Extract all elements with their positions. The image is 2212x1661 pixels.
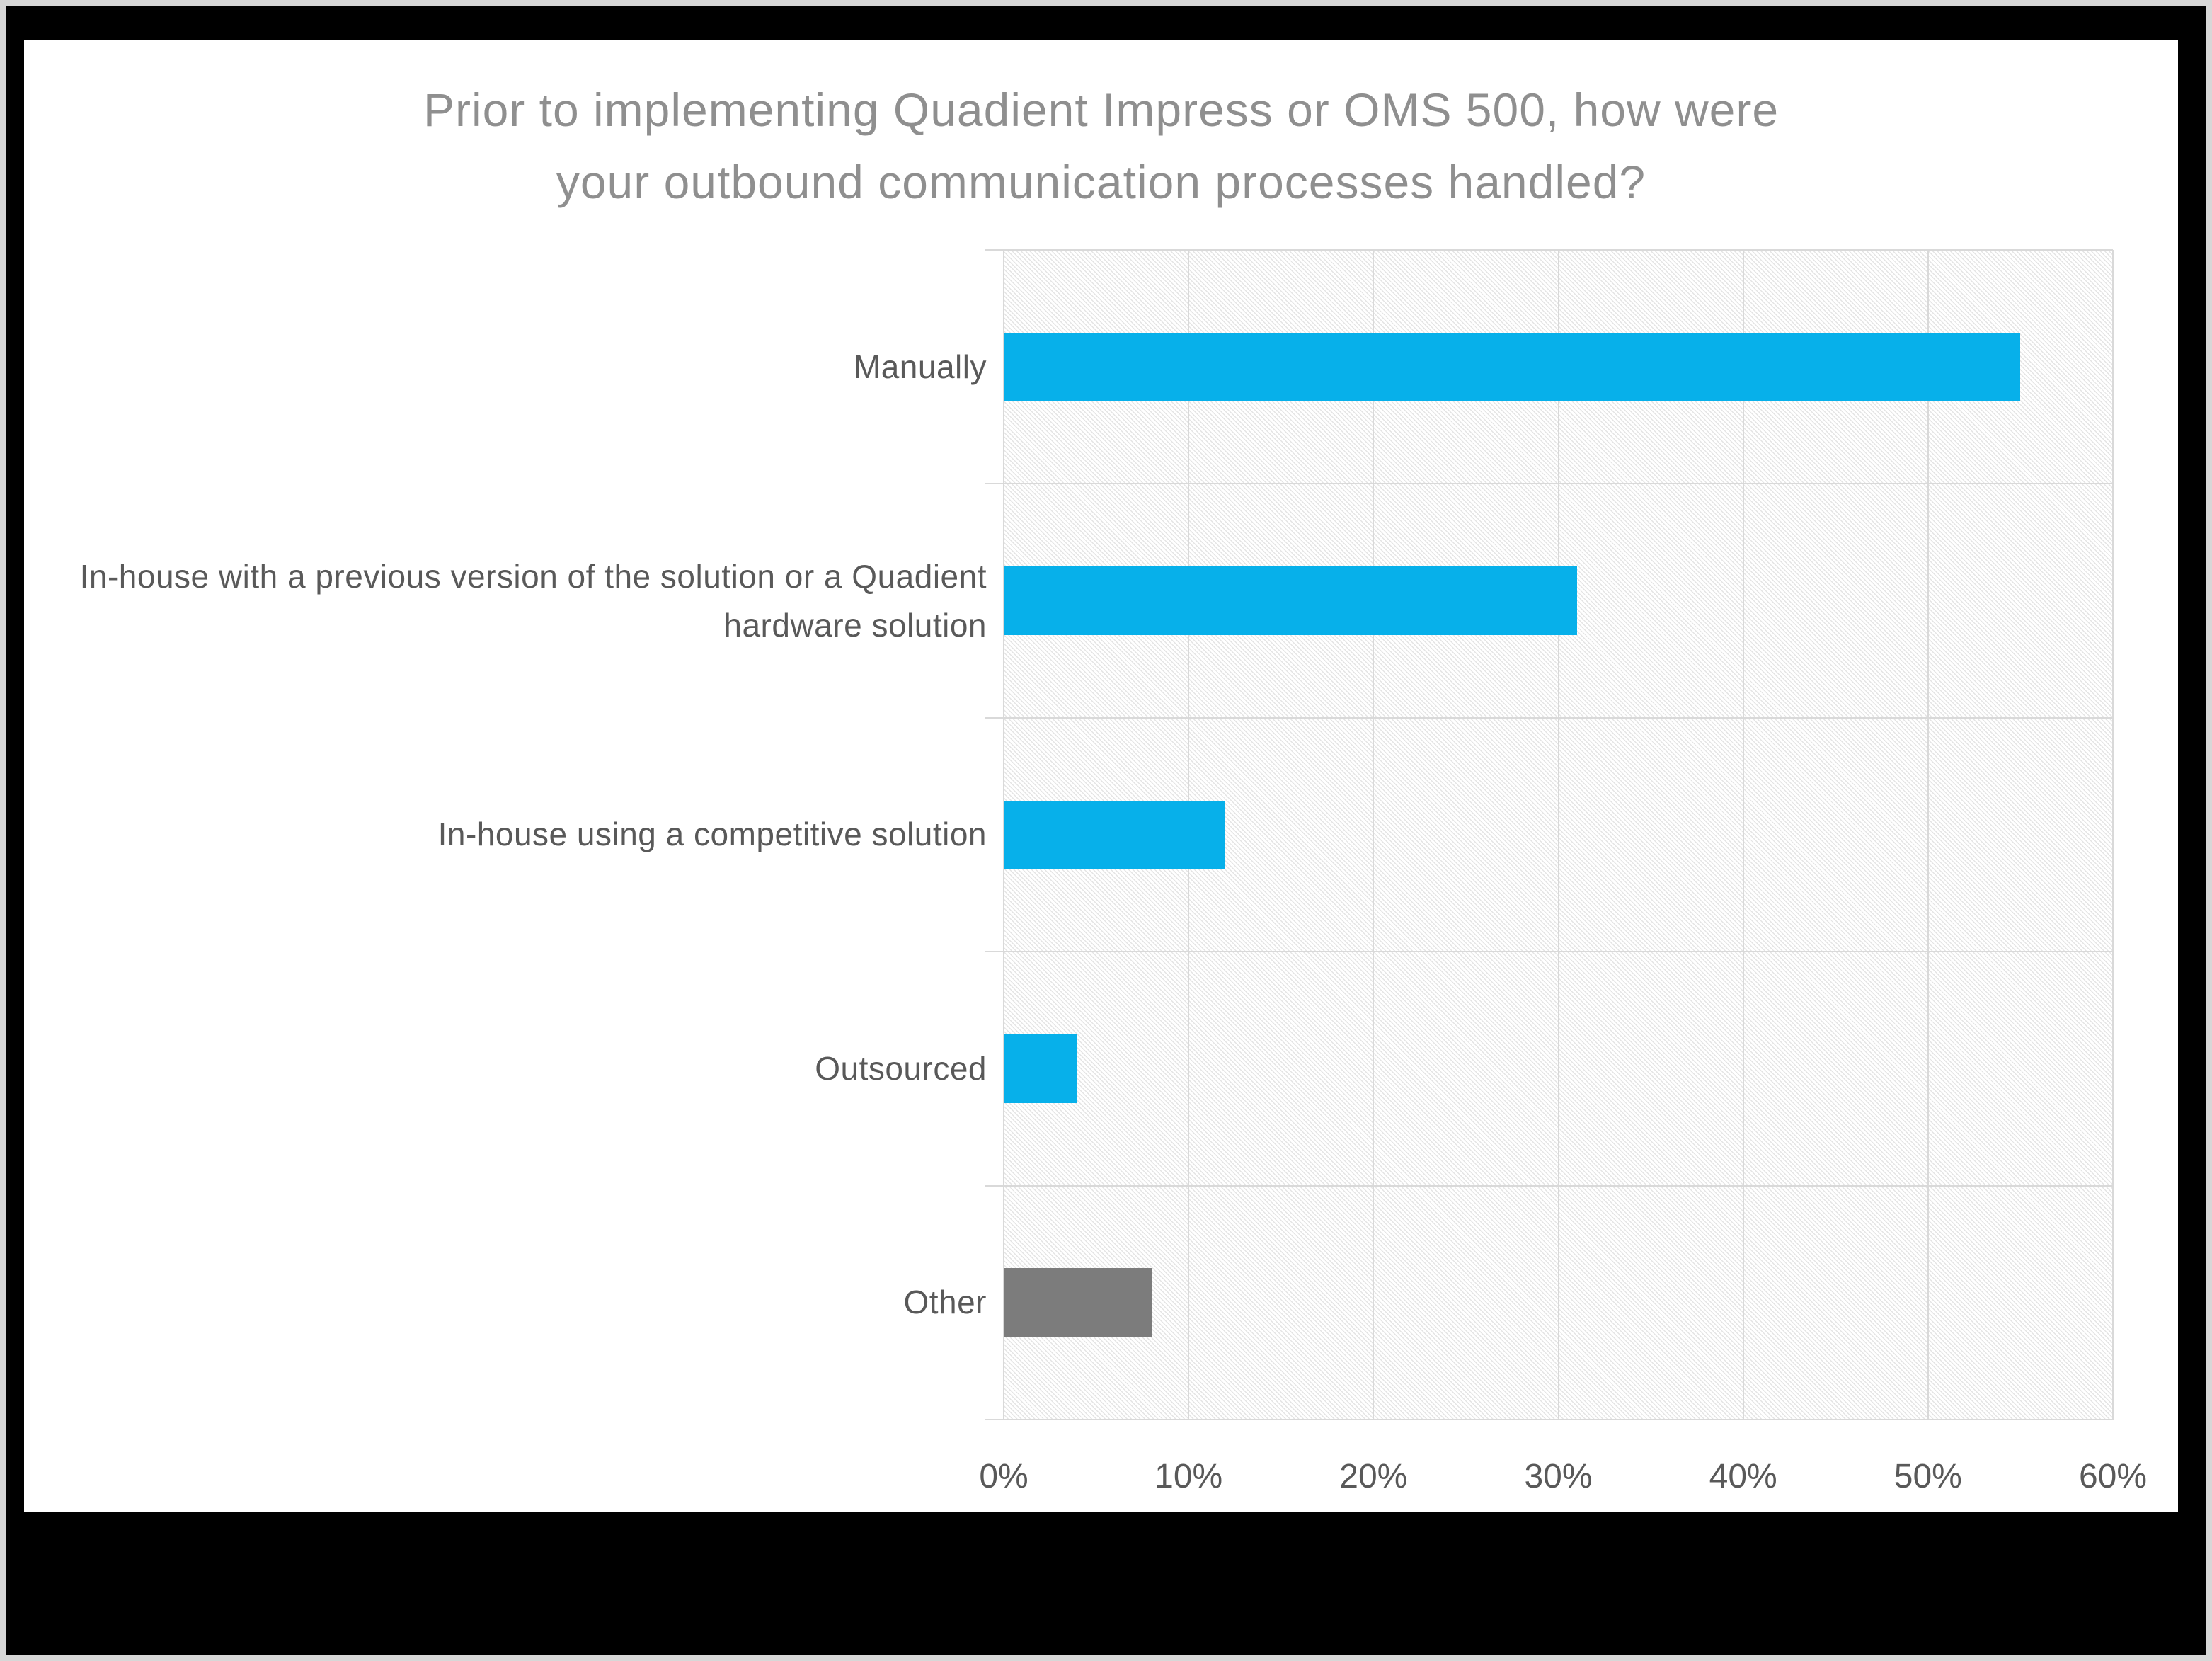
value-axis-tick-label: 10% — [1154, 1458, 1223, 1495]
category-axis-tick — [985, 483, 1004, 484]
gridline — [1742, 250, 1744, 1420]
gridline — [1373, 250, 1375, 1420]
chart-title: Prior to implementing Quadient Impress o… — [423, 84, 1780, 209]
plot-top-border — [1004, 249, 2113, 251]
value-axis-tick-label: 30% — [1524, 1458, 1593, 1495]
band-separator — [1004, 951, 2113, 952]
category-axis-labels: Manually In-house with a previous version… — [45, 250, 987, 1420]
value-axis-tick-label: 60% — [2078, 1458, 2148, 1495]
bar — [1004, 1268, 1152, 1337]
category-label: Other — [903, 1284, 987, 1321]
gridline — [2112, 250, 2114, 1420]
plot-bottom-border — [1004, 1419, 2113, 1420]
category-label: In-house with a previous version of the … — [79, 557, 987, 644]
value-axis-tick-label: 20% — [1339, 1458, 1408, 1495]
value-axis-tick-label: 0% — [979, 1458, 1028, 1495]
gridline — [1557, 250, 1559, 1420]
category-axis-tick — [985, 1419, 1004, 1420]
category-axis-tick — [985, 951, 1004, 952]
category-label: Outsourced — [815, 1049, 987, 1087]
band-separator — [1004, 483, 2113, 484]
category-axis-tick — [985, 1185, 1004, 1187]
value-axis-tick-label: 40% — [1709, 1458, 1777, 1495]
plot-area — [985, 249, 2114, 1420]
bar — [1004, 566, 1577, 636]
value-axis-labels: 0% 10% 20% 30% 40% 50% 60% — [979, 1456, 2147, 1498]
chart-slide: Prior to implementing Quadient Impress o… — [24, 40, 2178, 1512]
bar — [1004, 1034, 1078, 1103]
category-label: Manually — [853, 348, 987, 385]
bar — [1004, 800, 1226, 869]
gridline — [1927, 250, 1929, 1420]
band-separator — [1004, 717, 2113, 719]
bar — [1004, 332, 2021, 401]
category-axis-tick — [985, 717, 1004, 719]
value-axis-tick-label: 50% — [1893, 1458, 1962, 1495]
category-label: In-house using a competitive solution — [437, 816, 987, 853]
category-axis-tick — [985, 249, 1004, 251]
band-separator — [1004, 1185, 2113, 1187]
